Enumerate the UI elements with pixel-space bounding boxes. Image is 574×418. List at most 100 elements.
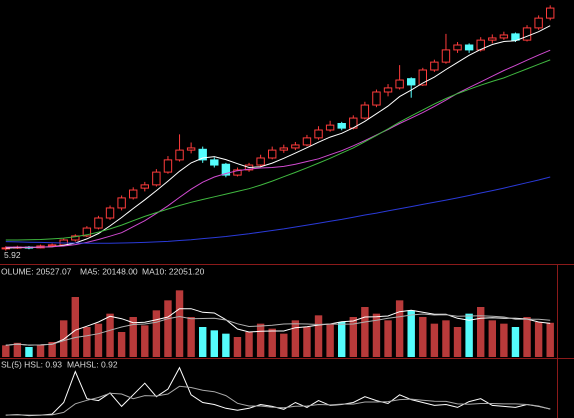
volume-bar xyxy=(152,310,161,357)
candle-body xyxy=(47,244,57,247)
ma-line xyxy=(5,313,551,346)
volume-bar xyxy=(129,317,137,357)
candle-body xyxy=(129,189,138,199)
volume-bar xyxy=(117,332,126,357)
candle-body xyxy=(395,79,404,89)
volume-bar xyxy=(372,313,381,357)
volume-bar xyxy=(268,328,276,357)
volume-bar xyxy=(106,313,114,357)
volume-bar xyxy=(407,310,415,357)
volume-bar xyxy=(500,323,508,357)
volume-bar xyxy=(314,315,323,357)
candle-body xyxy=(522,27,532,41)
candle-body xyxy=(221,163,231,176)
candle-body xyxy=(383,87,393,93)
candle-body xyxy=(499,34,509,39)
candle-body xyxy=(314,129,323,139)
candle-body xyxy=(441,49,451,63)
candle-body xyxy=(534,17,543,29)
volume-bar xyxy=(534,322,543,357)
candle-body xyxy=(511,33,520,41)
candle-body xyxy=(291,144,300,149)
ma-line xyxy=(5,176,551,244)
volume-bar xyxy=(245,332,253,357)
candle-body xyxy=(186,147,196,151)
volume-bar xyxy=(2,345,10,357)
candle-body xyxy=(256,157,265,166)
volume-bar xyxy=(36,344,45,357)
candle-body xyxy=(94,217,103,229)
volume-bar xyxy=(442,320,450,357)
ma-line xyxy=(5,59,551,241)
candle-body xyxy=(360,104,370,119)
volume-bar xyxy=(419,317,427,357)
hsl-label: SL(5) HSL: 0.93 xyxy=(1,359,62,369)
candle-body xyxy=(198,148,207,161)
volume-bar xyxy=(48,342,56,357)
candle-body xyxy=(140,184,149,189)
volume-bar xyxy=(291,320,300,357)
candle-body xyxy=(325,124,335,131)
ma-line xyxy=(5,366,551,417)
candle-body xyxy=(546,7,555,19)
candle-body xyxy=(163,159,173,173)
candle-body xyxy=(279,147,288,151)
min-price-label: 5.92 xyxy=(4,250,21,260)
hsl-ma-label: MAHSL: 0.92 xyxy=(67,359,118,369)
volume-bar xyxy=(395,300,404,357)
ma-line xyxy=(5,385,551,416)
candle-body xyxy=(418,69,427,86)
candle-body xyxy=(302,137,312,146)
volume-bar xyxy=(338,322,346,357)
volume-bar xyxy=(94,323,103,357)
candle-body xyxy=(430,61,439,71)
volume-bar xyxy=(199,327,207,357)
volume-bar xyxy=(453,327,462,357)
candle-body xyxy=(175,149,184,161)
volume-bar xyxy=(175,290,184,357)
volume-bar xyxy=(349,317,357,357)
volume-bar xyxy=(25,347,33,357)
candle-body xyxy=(82,227,92,237)
volume-bar xyxy=(13,342,22,357)
volume-bar xyxy=(546,322,554,357)
volume-bar xyxy=(141,325,149,357)
volume-bar xyxy=(256,323,265,357)
volume-bar xyxy=(523,317,531,357)
ma-line xyxy=(5,25,551,249)
candle-body xyxy=(152,171,161,186)
volume-bar xyxy=(477,307,485,357)
volume-bar xyxy=(430,323,439,357)
candle-body xyxy=(464,44,474,51)
candle-body xyxy=(210,159,219,166)
candle-body xyxy=(337,122,346,129)
candle-body xyxy=(372,91,381,106)
candle-body xyxy=(117,197,126,209)
volume-bar xyxy=(384,320,392,357)
volume-bar xyxy=(83,327,91,357)
candle-body xyxy=(453,44,462,51)
volume-label: OLUME: 20527.07 xyxy=(1,266,72,276)
ma-line xyxy=(5,49,551,248)
volume-bar xyxy=(164,300,172,357)
candle-body xyxy=(488,37,497,41)
candle-body xyxy=(71,235,80,241)
volume-bar xyxy=(187,317,195,357)
volume-bar xyxy=(222,333,230,357)
volume-bar xyxy=(280,333,288,357)
volume-ma10-label: MA10: 22051.20 xyxy=(142,266,205,276)
candle-body xyxy=(233,169,242,176)
volume-bar xyxy=(303,327,311,357)
volume-bar xyxy=(326,323,334,357)
candle-body xyxy=(268,149,277,159)
volume-bar xyxy=(233,337,242,357)
volume-bar xyxy=(488,320,496,357)
volume-ma5-label: MA5: 20148.00 xyxy=(80,266,138,276)
candle-body xyxy=(407,78,416,86)
volume-bar xyxy=(511,327,520,357)
volume-bar xyxy=(465,313,473,357)
volume-bar xyxy=(210,330,218,357)
ma-line xyxy=(5,308,551,346)
